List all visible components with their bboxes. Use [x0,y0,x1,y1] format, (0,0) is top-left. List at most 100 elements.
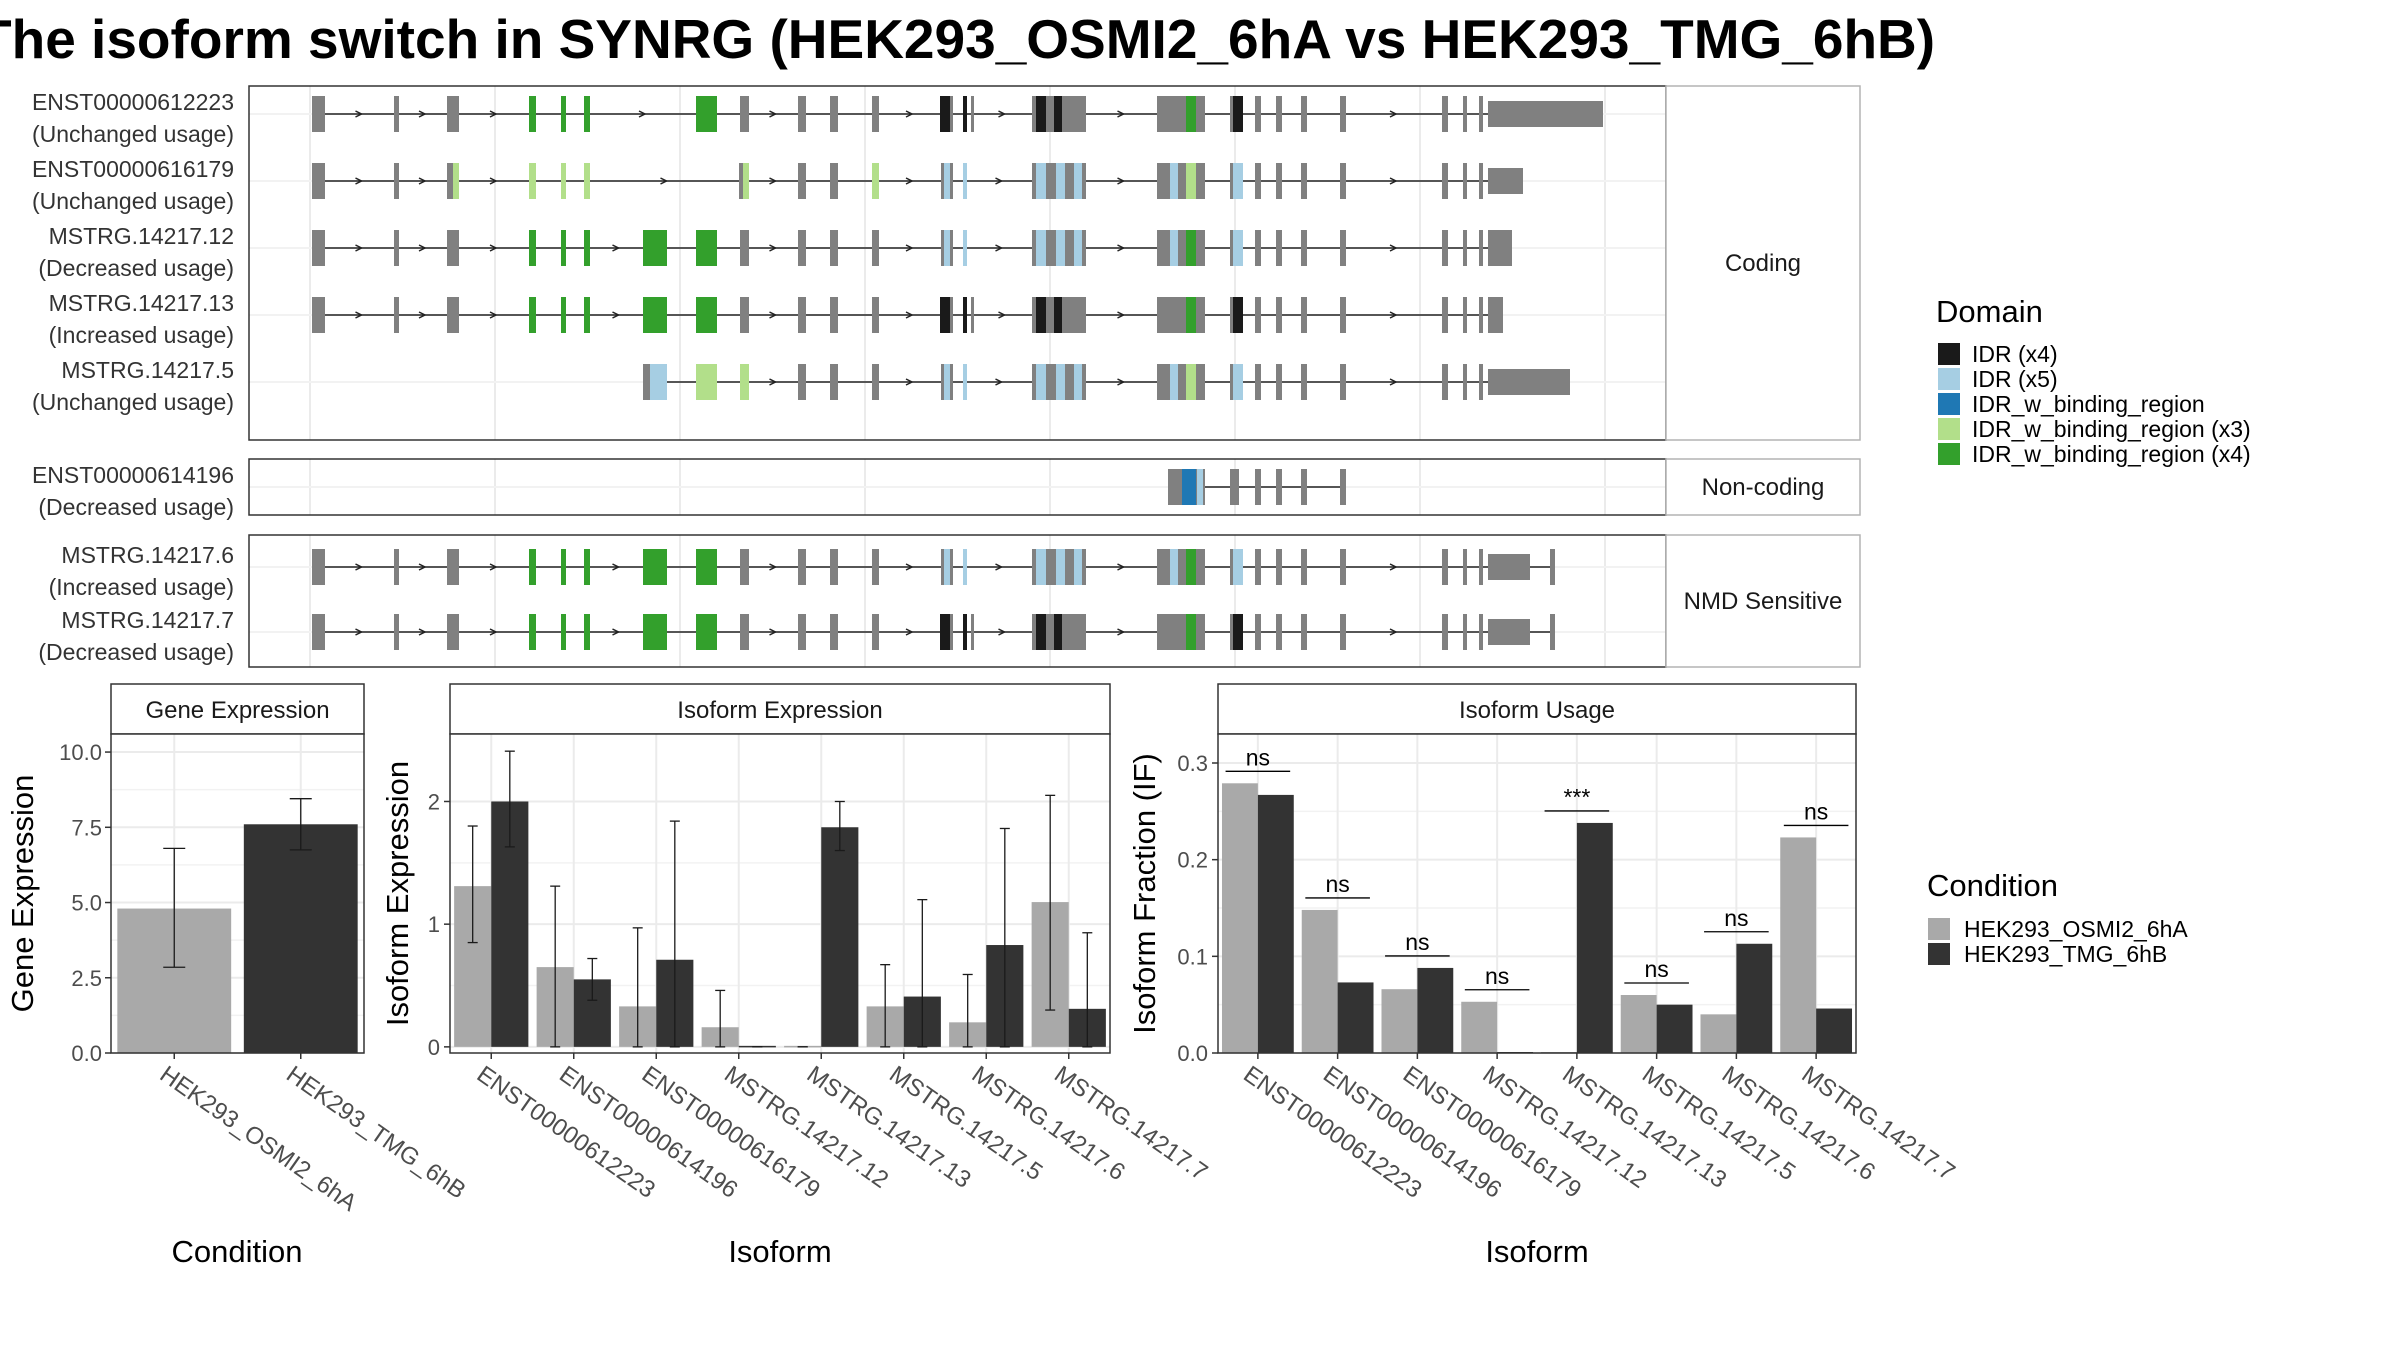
exon-block [1276,614,1282,650]
domain-block [1233,163,1243,199]
chart-title: Isoform Expression [677,697,882,724]
y-tick-label: 10.0 [59,740,102,765]
bar [1576,822,1613,1053]
bar [821,827,859,1047]
isoform-usage-label: (Decreased usage) [38,639,234,665]
intron-direction-arrow [638,110,647,118]
exon-block [830,364,838,400]
intron-direction-arrow [612,244,621,252]
exon-block [1301,163,1307,199]
domain-block [584,614,590,650]
isoform-usage-label: (Unchanged usage) [32,188,234,214]
isoform-usage-chart: Isoform Usage 0.0 0.1 0.2 0.3 ns ns ns ns *** ns ns… [1127,683,1960,1269]
exon-block [312,96,325,132]
exon-block [312,230,325,266]
domain-block [561,614,566,650]
domain-block [643,297,667,333]
isoform-expression-chart: Isoform Expression012ENST00000612223ENST… [380,683,1212,1269]
legend-label-idr-x5: IDR (x5) [1972,366,2058,392]
bar [1780,837,1817,1053]
domain-block [529,297,536,333]
isoform-id-label: MSTRG.14217.12 [49,223,234,249]
exon-block [1340,163,1346,199]
exon-block [1276,297,1282,333]
exon-block [1255,364,1261,400]
y-tick-label: 0.0 [71,1041,102,1066]
structure-panel-background [249,86,1666,440]
exon-block [872,297,879,333]
exon-block [1479,96,1483,132]
intron-direction-arrow [1117,563,1126,571]
exon-block [1255,469,1261,505]
domain-block [696,614,717,650]
domain-block [1054,297,1062,333]
exon-block [1340,96,1346,132]
domain-block [1054,96,1062,132]
intron-direction-arrow [418,628,427,636]
intron-direction-arrow [418,311,427,319]
exon-block [1276,163,1282,199]
intron-direction-arrow [1117,177,1126,185]
plot-border [1217,733,1857,1054]
significance-label: ns [1246,744,1270,770]
bar [1337,982,1374,1053]
chart-strip [449,683,1111,735]
facet-strip [1665,85,1861,441]
exon-block [1340,614,1346,650]
legend-key-idr-binding [1938,393,1960,415]
intron-direction-arrow [418,177,427,185]
exon-block [1276,469,1282,505]
exon-block [1301,297,1307,333]
intron-direction-arrow [612,628,621,636]
intron-direction-arrow [995,563,1004,571]
legend-key-idr-x5 [1938,368,1960,390]
y-tick-label: 0.3 [1177,751,1208,776]
domain-block [1054,614,1062,650]
page-title: The isoform switch in SYNRG (HEK293_OSMI… [0,8,1935,70]
domain-block [1170,364,1178,400]
exon-block [1255,163,1261,199]
domain-block [1036,163,1046,199]
exon-block [1463,96,1467,132]
domain-block [1056,163,1065,199]
exon-block [1488,230,1512,266]
domain-block [529,96,536,132]
x-tick-label: MSTRG.14217.6 [967,1061,1130,1186]
exon-block [394,163,399,199]
x-tick-label: MSTRG.14217.7 [1049,1061,1212,1186]
isoform-usage-label: (Decreased usage) [38,255,234,281]
significance-label: ns [1804,798,1828,824]
significance-label: *** [1563,784,1590,810]
domain-block [1186,96,1196,132]
intron-direction-arrow [612,563,621,571]
domain-block [1036,297,1046,333]
exon-block [1340,230,1346,266]
domain-block [1233,297,1243,333]
domain-block [696,230,717,266]
domain-block [1036,230,1046,266]
exon-block [1488,554,1530,580]
domain-block [1036,614,1046,650]
intron-direction-arrow [769,244,778,252]
intron-direction-arrow [355,628,364,636]
domain-block [963,297,967,333]
domain-block [963,163,967,199]
exon-block [1276,364,1282,400]
domain-block [643,614,667,650]
domain-block [561,96,566,132]
exon-block [1488,619,1530,645]
isoform-usage-label: (Increased usage) [49,322,234,348]
bar [1381,989,1418,1053]
domain-block [1233,96,1243,132]
intron-direction-arrow [1389,177,1398,185]
exon-block [830,549,838,585]
intron-direction-arrow [905,378,914,386]
domain-block [1036,549,1046,585]
domain-block [1170,163,1178,199]
y-tick-label: 2 [428,789,440,814]
exon-block [872,614,879,650]
exon-block [798,549,806,585]
legend-key-idr-binding-x4 [1938,443,1960,465]
domain-block [584,230,590,266]
exon-block [1488,168,1523,194]
